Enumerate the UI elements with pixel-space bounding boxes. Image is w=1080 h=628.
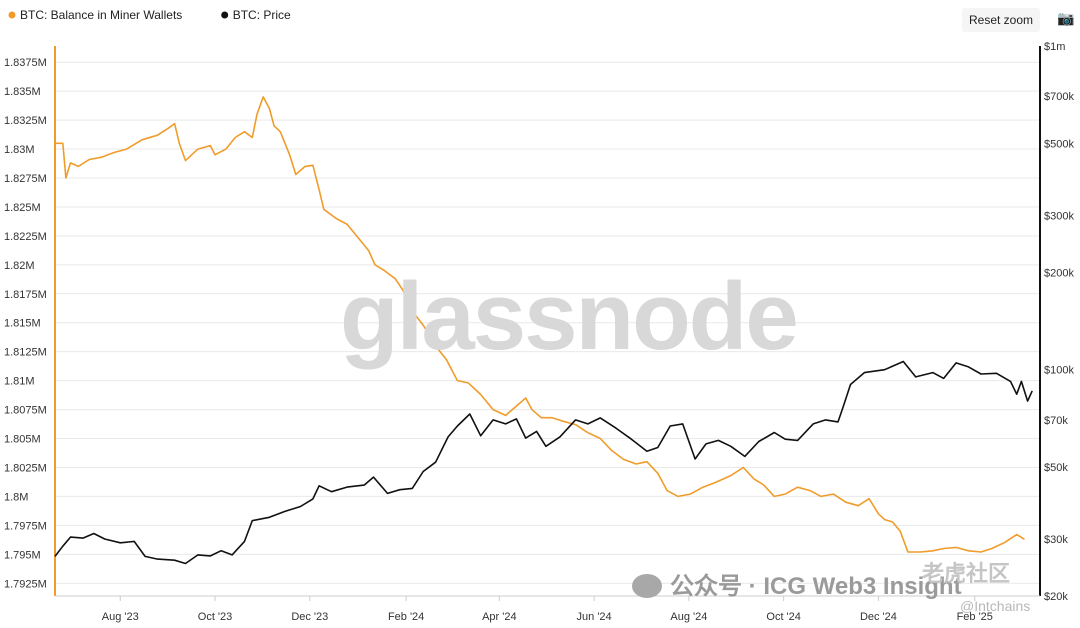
y-left-tick-label: 1.8225M	[4, 231, 47, 243]
y-left-tick-label: 1.805M	[4, 434, 41, 446]
y-left-tick-label: 1.8375M	[4, 57, 47, 69]
credit-watermark: 公众号 · ICG Web3 Insight	[632, 566, 962, 601]
legend-marker	[221, 11, 229, 19]
y-right-tick-label: $50k	[1044, 462, 1068, 474]
y-right-tick-label: $300k	[1044, 210, 1074, 222]
y-left-tick-label: 1.8075M	[4, 405, 47, 417]
y-left-tick-label: 1.8325M	[4, 115, 47, 127]
x-tick-label: Aug '23	[102, 611, 139, 623]
x-tick-label: Apr '24	[482, 611, 517, 623]
y-left-tick-label: 1.81M	[4, 376, 35, 388]
y-right-tick-label: $1m	[1044, 41, 1065, 53]
y-right-tick-label: $500k	[1044, 138, 1074, 150]
y-left-tick-label: 1.8125M	[4, 347, 47, 359]
y-left-tick-label: 1.835M	[4, 86, 41, 98]
y-left-tick-label: 1.8275M	[4, 173, 47, 185]
x-tick-label: Aug '24	[670, 611, 707, 623]
x-tick-label: Feb '24	[388, 611, 424, 623]
wechat-icon	[632, 574, 662, 598]
y-right-tick-label: $70k	[1044, 415, 1068, 427]
x-tick-label: Dec '23	[291, 611, 328, 623]
stamp-handle: @Intchains	[960, 598, 1031, 614]
x-tick-label: Jun '24	[577, 611, 612, 623]
reset-zoom-button[interactable]: Reset zoom	[962, 8, 1040, 32]
y-left-tick-label: 1.825M	[4, 202, 41, 214]
y-left-tick-label: 1.83M	[4, 144, 35, 156]
grid-layer	[55, 61, 1040, 584]
y-left-tick-label: 1.7925M	[4, 578, 47, 590]
y-right-tick-label: $100k	[1044, 365, 1074, 377]
legend: BTC: Balance in Miner Wallets BTC: Price	[8, 8, 291, 22]
y-left-tick-label: 1.8M	[4, 491, 28, 503]
legend-marker	[8, 11, 16, 19]
x-tick-label: Oct '23	[198, 611, 233, 623]
x-tick-label: Dec '24	[860, 611, 897, 623]
credit-text: 公众号 · ICG Web3 Insight	[670, 573, 962, 600]
legend-label: BTC: Balance in Miner Wallets	[20, 8, 182, 22]
axis-layer: 1.8375M 1.835M 1.8325M 1.83M 1.8275M 1.825M 1.…	[4, 41, 1074, 623]
x-tick-label: Feb '25	[957, 611, 993, 623]
y-right-tick-label: $30k	[1044, 534, 1068, 546]
series-layer	[54, 96, 1033, 565]
y-right-tick-label: $200k	[1044, 267, 1074, 279]
y-left-tick-label: 1.815M	[4, 318, 41, 330]
stamp-watermark: 老虎社区	[922, 561, 1011, 586]
y-left-tick-label: 1.82M	[4, 260, 35, 272]
x-tick-label: Oct '24	[766, 611, 801, 623]
y-right-tick-label: $700k	[1044, 91, 1074, 103]
y-left-tick-label: 1.8175M	[4, 289, 47, 301]
y-left-tick-label: 1.7975M	[4, 520, 47, 532]
y-left-tick-label: 1.795M	[4, 549, 41, 561]
series-line-miner-balance	[55, 96, 1025, 553]
y-left-tick-label: 1.8025M	[4, 462, 47, 474]
y-right-tick-label: $20k	[1044, 591, 1068, 603]
camera-icon[interactable]: 📷	[1057, 10, 1075, 26]
glassnode-watermark: glassnode	[340, 263, 799, 370]
series-line-price	[54, 360, 1033, 565]
legend-label: BTC: Price	[233, 8, 291, 22]
